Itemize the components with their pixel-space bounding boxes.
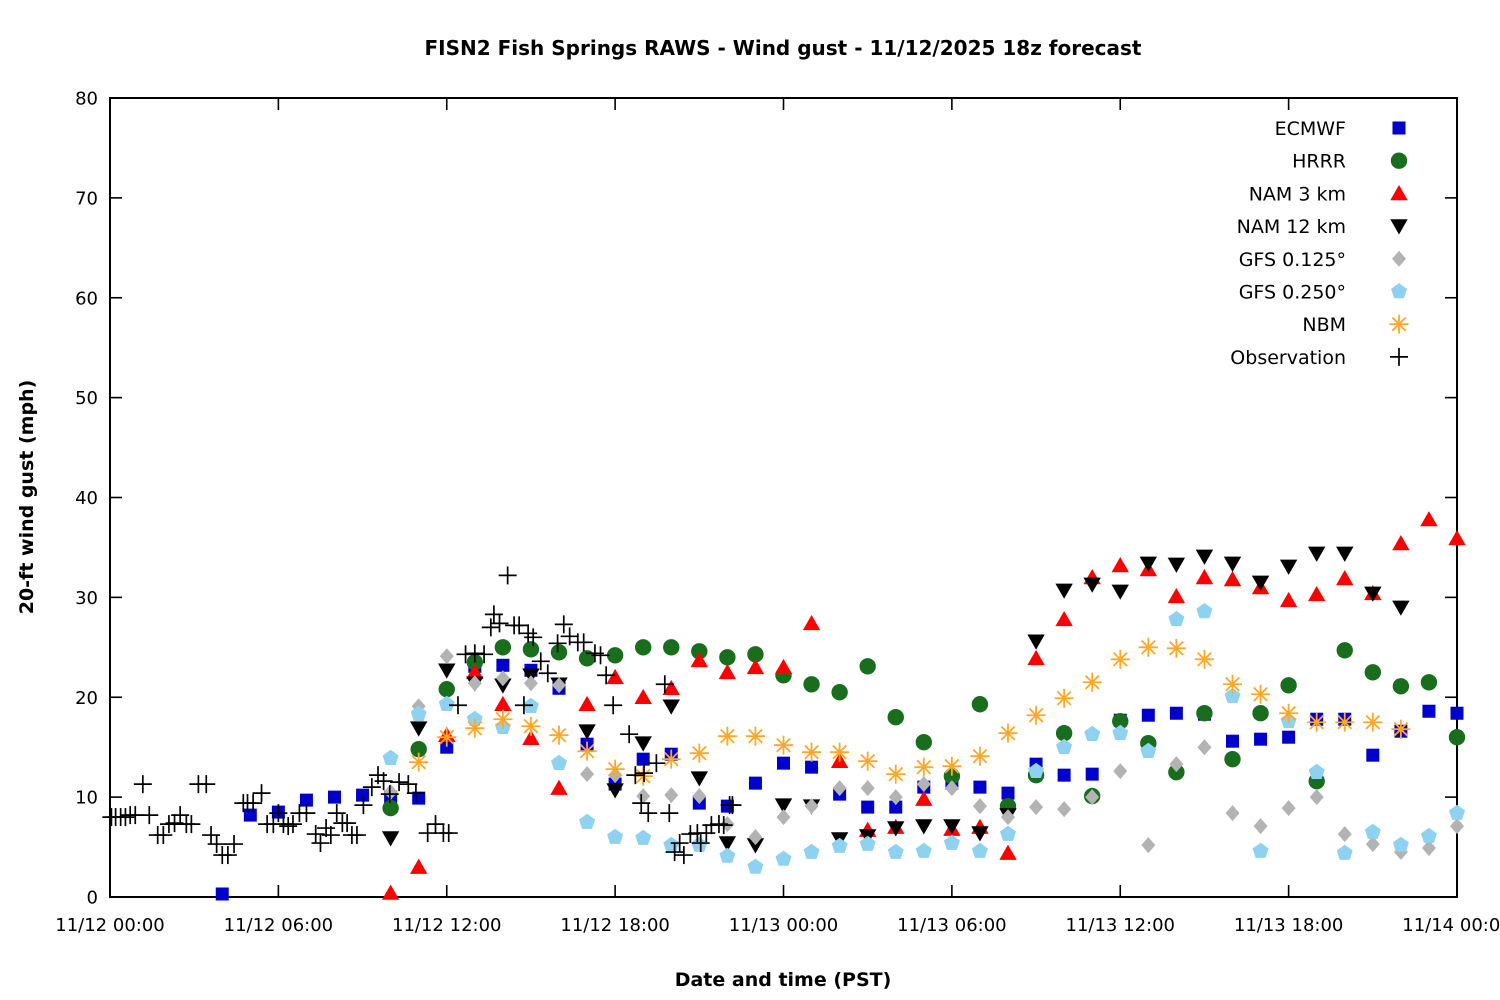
legend-label: NBM	[1302, 314, 1346, 336]
legend-item-nam-12-km: NAM 12 km	[1237, 216, 1408, 238]
x-tick-label: 11/14 00:00	[1402, 915, 1500, 936]
y-tick-label: 0	[87, 888, 98, 909]
x-tick-label: 11/13 18:00	[1234, 915, 1343, 936]
legend-label: GFS 0.125°	[1239, 249, 1346, 271]
legend-item-nam-3-km: NAM 3 km	[1249, 183, 1408, 205]
legend-item-nbm: NBM	[1302, 314, 1409, 336]
legend-item-gfs-0-250-: GFS 0.250°	[1239, 282, 1407, 304]
x-tick-label: 11/12 06:00	[224, 915, 333, 936]
x-tick-label: 11/13 06:00	[897, 915, 1006, 936]
x-tick-label: 11/12 18:00	[560, 915, 669, 936]
x-axis-title: Date and time (PST)	[675, 969, 892, 991]
series-gfs-0-250-	[382, 603, 1465, 874]
series-nbm	[409, 637, 1411, 786]
y-axis-title: 20-ft wind gust (mph)	[16, 380, 38, 615]
y-tick-label: 50	[75, 388, 98, 409]
y-tick-label: 30	[75, 588, 98, 609]
series-nam-3-km	[381, 511, 1466, 900]
legend-label: Observation	[1230, 347, 1346, 369]
y-tick-label: 40	[75, 488, 98, 509]
legend-label: NAM 3 km	[1249, 183, 1346, 205]
x-tick-label: 11/13 12:00	[1066, 915, 1175, 936]
series-observation	[102, 566, 742, 865]
data-series	[102, 511, 1466, 901]
x-tick-label: 11/12 00:00	[55, 915, 164, 936]
chart-title: FISN2 Fish Springs RAWS - Wind gust - 11…	[425, 36, 1142, 60]
legend-label: ECMWF	[1275, 118, 1346, 140]
legend-item-gfs-0-125-: GFS 0.125°	[1239, 249, 1406, 271]
y-tick-label: 10	[75, 788, 98, 809]
y-tick-label: 60	[75, 288, 98, 309]
axis-ticks: 11/12 00:00 11/12 06:00 11/12 12:00 11/12 1…	[55, 89, 1500, 937]
y-tick-label: 70	[75, 188, 98, 209]
legend-item-ecmwf: ECMWF	[1275, 118, 1406, 140]
legend-label: HRRR	[1292, 151, 1346, 173]
series-nam-12-km	[381, 546, 1410, 854]
legend-item-hrrr: HRRR	[1292, 151, 1408, 173]
y-tick-label: 20	[75, 688, 98, 709]
legend-label: GFS 0.250°	[1239, 282, 1346, 304]
legend-item-observation: Observation	[1230, 347, 1408, 369]
legend: ECMWF HRRR NAM 3 km NAM 12 km GFS 0.125° GFS …	[1230, 118, 1409, 369]
x-tick-label: 11/12 12:00	[392, 915, 501, 936]
x-tick-label: 11/13 00:00	[729, 915, 838, 936]
series-hrrr	[382, 639, 1466, 817]
y-tick-label: 80	[75, 89, 98, 110]
legend-label: NAM 12 km	[1237, 216, 1346, 238]
